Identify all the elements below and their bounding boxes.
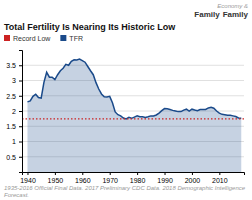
x-tick-mark bbox=[55, 172, 56, 175]
x-tick-label: 1940 bbox=[20, 177, 36, 184]
record-low-line bbox=[22, 118, 244, 119]
x-tick-label: 1950 bbox=[48, 177, 64, 184]
y-tick-label: 1.5 bbox=[6, 123, 16, 130]
x-tick: 2000 bbox=[185, 172, 201, 184]
x-axis-line bbox=[23, 173, 245, 176]
y-tick-label: 3.5 bbox=[6, 62, 16, 69]
y-tick-label: 0.5 bbox=[6, 153, 16, 160]
x-tick: 2010 bbox=[212, 172, 228, 184]
plot: 1940 1950 1960 1970 1980 1990 2000 2010 0.5 1 1.5 2… bbox=[6, 51, 244, 184]
y-tick-label: 2 bbox=[12, 108, 16, 115]
footnote: 1935-2016 Official Final Data. 2017 Prel… bbox=[4, 185, 246, 198]
y-tick-mark bbox=[19, 142, 22, 143]
x-tick-label: 2010 bbox=[212, 177, 228, 184]
y-tick-label: 2.5 bbox=[6, 92, 16, 99]
x-tick-label: 1990 bbox=[157, 177, 173, 184]
tfr-line bbox=[27, 59, 241, 119]
y-tick-mark bbox=[19, 157, 22, 158]
x-tick-mark bbox=[82, 172, 83, 175]
legend: Record Low TFR bbox=[4, 35, 83, 42]
grid-line bbox=[22, 65, 244, 66]
marks bbox=[22, 59, 244, 172]
title: Total Fertility Is Nearing Its Historic … bbox=[4, 22, 176, 32]
x-tick: 1960 bbox=[75, 172, 91, 184]
chart: Economy &FamilyFamily Total Fertility Is … bbox=[0, 0, 252, 200]
brand-small: Economy & bbox=[217, 3, 248, 9]
y-tick: 2 bbox=[12, 108, 22, 115]
legend-label: TFR bbox=[69, 35, 83, 42]
legend-swatch bbox=[4, 35, 10, 41]
y-tick-mark bbox=[19, 96, 22, 97]
x-tick-mark bbox=[219, 172, 220, 175]
x-tick: 1980 bbox=[130, 172, 146, 184]
x-tick: 1950 bbox=[48, 172, 64, 184]
y-tick-mark bbox=[19, 111, 22, 112]
y-tick: 3.5 bbox=[6, 62, 22, 69]
x-tick-label: 1970 bbox=[102, 177, 118, 184]
brand-name: Family bbox=[194, 10, 220, 19]
y-tick-label: 1 bbox=[12, 138, 16, 145]
y-tick-mark bbox=[19, 65, 22, 66]
y-tick: 1 bbox=[12, 138, 22, 145]
y-axis: 0.5 1 1.5 2 2.5 3 3.5 bbox=[6, 51, 22, 173]
x-tick-mark bbox=[137, 172, 138, 175]
y-axis-line bbox=[19, 51, 23, 173]
y-tick-label: 3 bbox=[12, 77, 16, 84]
y-tick: 3 bbox=[12, 77, 22, 84]
tfr-area bbox=[27, 59, 241, 172]
legend-swatch bbox=[60, 35, 66, 41]
x-tick-label: 2000 bbox=[185, 177, 201, 184]
x-tick: 1940 bbox=[20, 172, 36, 184]
y-tick: 2.5 bbox=[6, 92, 22, 99]
x-tick-label: 1980 bbox=[130, 177, 146, 184]
brand-name: Family bbox=[223, 10, 249, 19]
x-tick: 1970 bbox=[102, 172, 118, 184]
y-tick-mark bbox=[19, 81, 22, 82]
x-tick-mark bbox=[192, 172, 193, 175]
y-tick: 0.5 bbox=[6, 153, 22, 160]
x-tick-mark bbox=[110, 172, 111, 175]
x-tick-label: 1960 bbox=[75, 177, 91, 184]
y-tick: 1.5 bbox=[6, 123, 22, 130]
y-tick-mark bbox=[19, 126, 22, 127]
x-tick: 1990 bbox=[157, 172, 173, 184]
legend-label: Record Low bbox=[13, 35, 51, 42]
x-tick-mark bbox=[165, 172, 166, 175]
x-axis: 1940 1950 1960 1970 1980 1990 2000 2010 bbox=[20, 172, 244, 184]
x-tick-mark bbox=[27, 172, 28, 175]
